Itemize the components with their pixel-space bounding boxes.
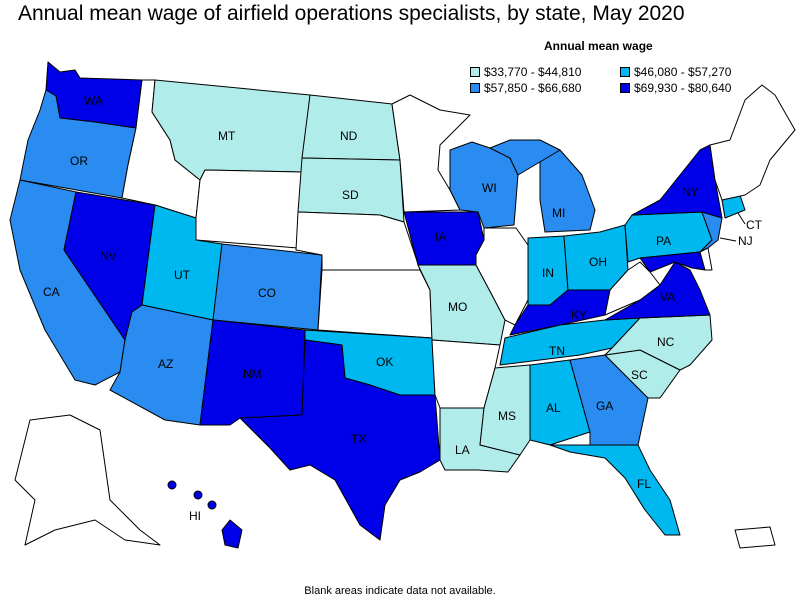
state-wy[interactable] [195,169,303,249]
state-label: NJ [738,234,753,248]
state-ak[interactable] [14,414,161,546]
nj-leader-line [719,237,737,242]
state-label: CA [43,285,60,299]
map-title: Annual mean wage of airfield operations … [18,2,685,25]
state-label: WA [84,94,103,108]
ct-leader-line [737,212,746,225]
state-label: SC [631,368,648,382]
state-de[interactable] [699,247,713,271]
state-label: OR [70,154,88,168]
footnote: Blank areas indicate data not available. [304,585,496,597]
legend-label: $69,930 - $80,640 [634,81,732,95]
state-label: VA [660,290,675,304]
state-mi-upper[interactable] [489,139,561,176]
state-label: TX [351,432,366,446]
state-mi[interactable] [539,149,596,233]
legend-title: Annual mean wage [544,39,653,53]
legend-item: $33,770 - $44,810 [470,65,581,79]
state-pr[interactable] [734,526,776,549]
state-label: NC [657,335,675,349]
state-hi-island[interactable] [167,480,177,490]
state-label: AL [546,401,561,415]
state-label: AZ [158,357,173,371]
state-ny[interactable] [631,144,723,223]
state-new-england[interactable] [709,84,796,201]
state-label: WI [482,181,497,195]
state-label: CO [258,286,276,300]
state-label: UT [174,268,191,282]
state-label: GA [596,399,613,413]
state-label: TN [549,344,565,358]
state-label: OK [376,355,393,369]
state-mn[interactable] [391,94,471,213]
state-label: ND [340,129,358,143]
legend-swatch [470,83,480,93]
state-label: PA [656,234,671,248]
state-hi-island[interactable] [207,500,217,510]
legend-label: $33,770 - $44,810 [484,65,582,79]
legend-swatch [620,83,630,93]
state-label: HI [189,509,201,523]
legend-label: $57,850 - $66,680 [484,81,582,95]
state-ks[interactable] [317,269,433,339]
state-label: SD [342,188,359,202]
state-label: FL [637,477,651,491]
state-il[interactable] [475,227,529,326]
legend-swatch [470,67,480,77]
legend-swatch [620,67,630,77]
state-label: NM [243,367,262,381]
legend-item: $46,080 - $57,270 [620,65,731,79]
state-wi[interactable] [449,141,519,229]
state-label: MS [498,409,516,423]
state-al[interactable] [529,359,591,446]
state-label: KY [571,308,587,322]
state-label: IA [435,230,446,244]
state-label: MO [448,300,467,314]
state-tx[interactable] [239,339,441,541]
state-hi[interactable] [221,519,243,549]
legend-item: $57,850 - $66,680 [470,81,581,95]
legend-item: $69,930 - $80,640 [620,81,731,95]
state-label: LA [455,443,470,457]
state-fl[interactable] [549,444,681,536]
state-label: MI [552,206,565,220]
state-label: CT [746,218,763,232]
state-label: OH [589,255,607,269]
state-ky[interactable] [509,289,611,336]
state-label: IN [542,266,554,280]
legend-label: $46,080 - $57,270 [634,65,732,79]
state-label: NV [100,249,117,263]
state-label: NY [682,185,699,199]
state-label: MT [218,129,236,143]
state-wv[interactable] [604,261,661,316]
state-hi-island[interactable] [193,490,203,500]
state-nd[interactable] [301,94,401,161]
